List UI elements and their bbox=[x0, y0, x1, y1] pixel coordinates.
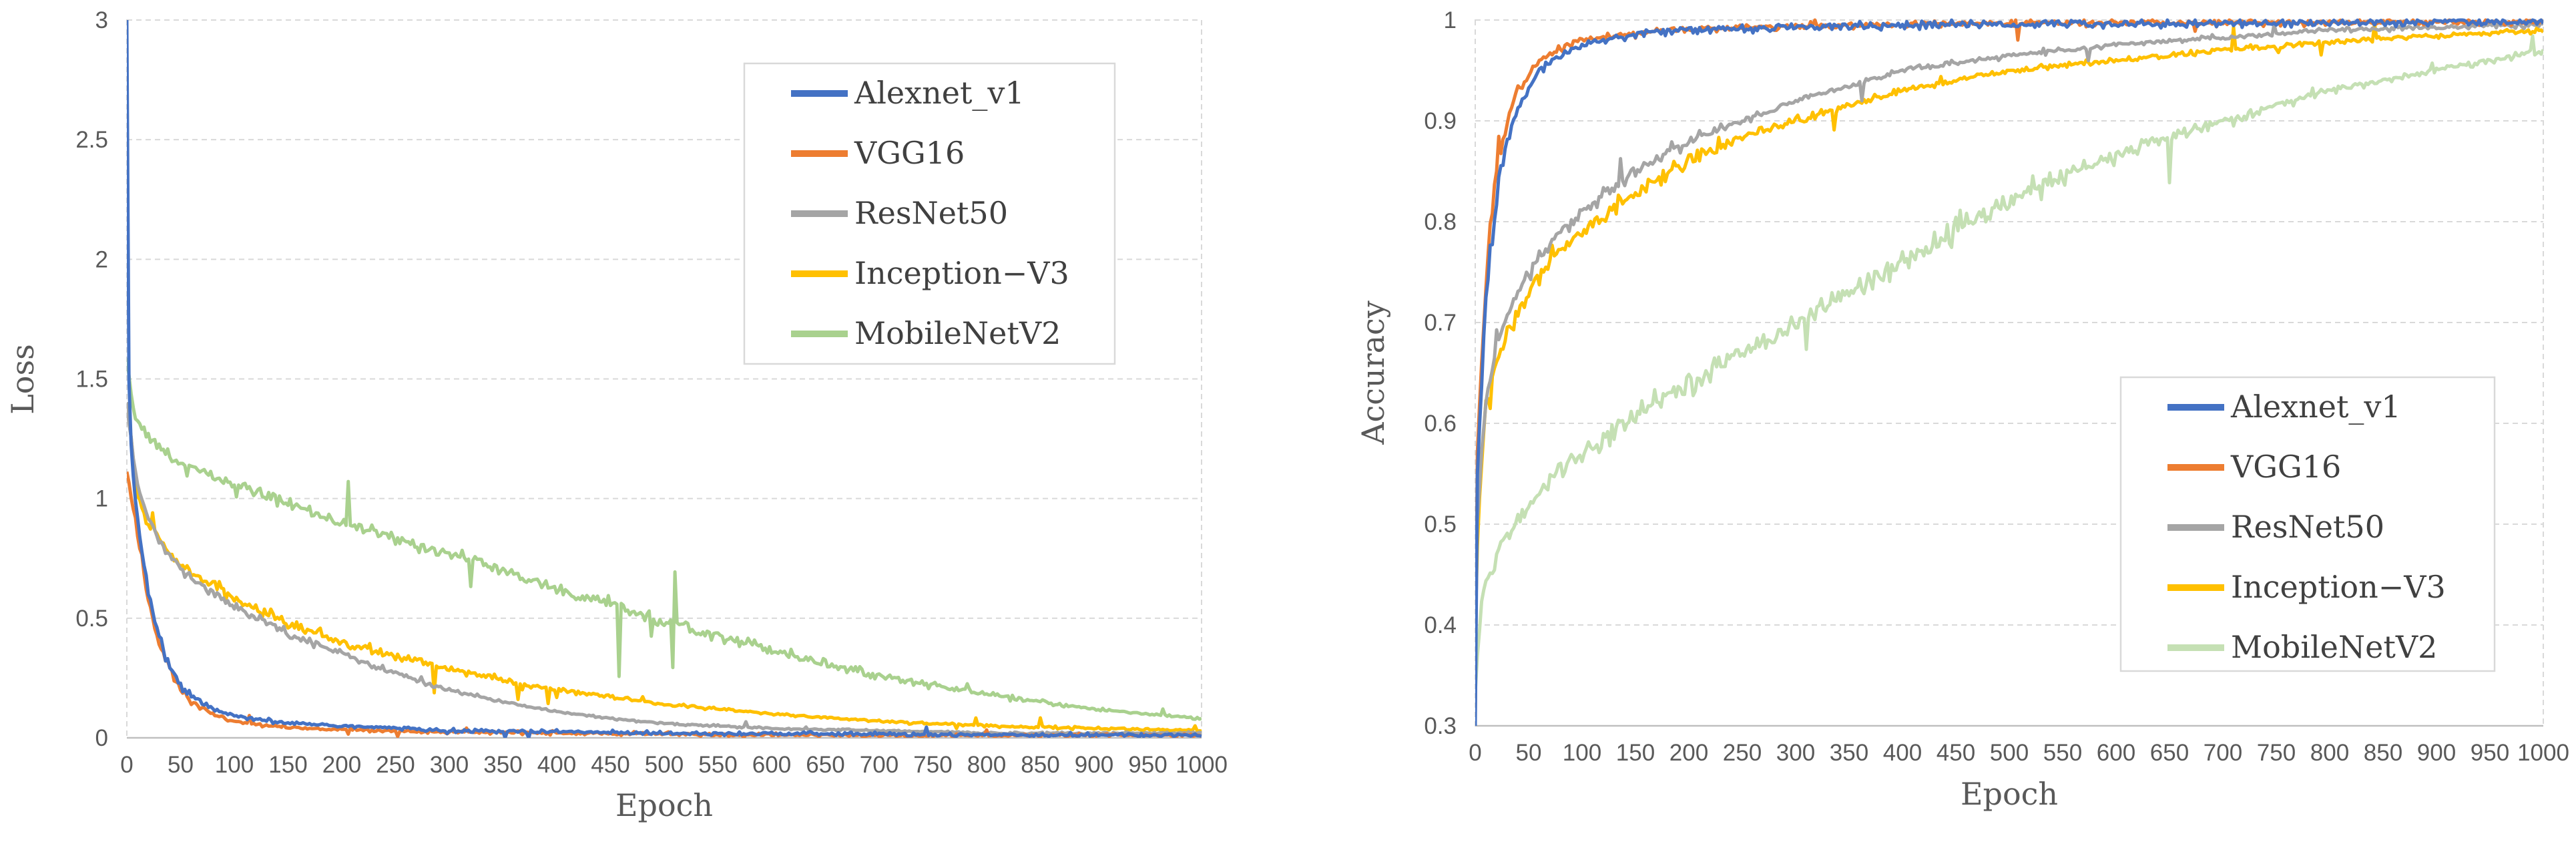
accuracy-y-tick-label: 0.7 bbox=[1424, 310, 1457, 336]
legend-label: MobileNetV2 bbox=[854, 315, 1061, 351]
loss-x-tick-label: 350 bbox=[483, 752, 522, 778]
loss-x-tick-label: 0 bbox=[120, 752, 133, 778]
loss-x-axis-title: Epoch bbox=[615, 787, 713, 823]
accuracy-x-tick-label: 0 bbox=[1469, 740, 1481, 766]
accuracy-y-axis-title: Accuracy bbox=[1355, 300, 1391, 445]
series-line-resnet50 bbox=[127, 401, 1202, 738]
legend-label: MobileNetV2 bbox=[2231, 629, 2437, 665]
accuracy-x-tick-label: 400 bbox=[1883, 740, 1922, 766]
loss-x-tick-label: 750 bbox=[913, 752, 952, 778]
legend-label: Alexnet_v1 bbox=[2230, 389, 2401, 425]
legend-label: VGG16 bbox=[2230, 449, 2341, 485]
accuracy-x-tick-label: 150 bbox=[1616, 740, 1655, 766]
accuracy-y-tick-label: 0.8 bbox=[1424, 209, 1457, 235]
accuracy-x-tick-label: 500 bbox=[1990, 740, 2029, 766]
loss-x-tick-label: 450 bbox=[591, 752, 629, 778]
loss-x-tick-label: 500 bbox=[645, 752, 684, 778]
loss-chart: 0 0.5 1 1.5 2 2.5 3 0 50 100 150 200 250 300 350 400 450… bbox=[5, 7, 1228, 823]
legend-label: ResNet50 bbox=[2231, 509, 2384, 545]
accuracy-x-tick-label: 450 bbox=[1937, 740, 1975, 766]
loss-y-tick-label: 3 bbox=[95, 7, 108, 33]
series-line-resnet50 bbox=[1475, 19, 2543, 628]
series-line-inception-v3 bbox=[127, 405, 1202, 733]
loss-y-tick-label: 2.5 bbox=[75, 127, 108, 153]
accuracy-y-tick-label: 0.5 bbox=[1424, 511, 1457, 538]
accuracy-x-tick-label: 950 bbox=[2471, 740, 2509, 766]
accuracy-x-tick-label: 250 bbox=[1723, 740, 1762, 766]
accuracy-chart: 0.3 0.4 0.5 0.6 0.7 0.8 0.9 1 0 50 100 150 200 250 300… bbox=[1355, 7, 2569, 812]
accuracy-x-tick-label: 900 bbox=[2417, 740, 2456, 766]
loss-y-tick-label: 2 bbox=[95, 246, 108, 272]
accuracy-x-tick-label: 1000 bbox=[2517, 740, 2569, 766]
accuracy-x-tick-label: 300 bbox=[1776, 740, 1815, 766]
loss-x-tick-label: 800 bbox=[967, 752, 1006, 778]
series-line-inception-v3 bbox=[1475, 22, 2543, 632]
legend-label: Inception−V3 bbox=[2231, 569, 2446, 605]
loss-x-tick-label: 550 bbox=[698, 752, 737, 778]
loss-x-tick-label: 700 bbox=[860, 752, 898, 778]
loss-x-tick-label: 850 bbox=[1021, 752, 1059, 778]
legend-label: Inception−V3 bbox=[854, 255, 1069, 291]
accuracy-x-tick-label: 100 bbox=[1563, 740, 1601, 766]
series-line-mobilenetv2 bbox=[127, 357, 1202, 721]
loss-y-tick-label: 0.5 bbox=[75, 606, 108, 632]
accuracy-x-tick-label: 800 bbox=[2310, 740, 2349, 766]
loss-x-tick-label: 300 bbox=[430, 752, 469, 778]
loss-x-tick-label: 100 bbox=[215, 752, 254, 778]
accuracy-y-tick-label: 1 bbox=[1444, 7, 1457, 33]
accuracy-x-axis-title: Epoch bbox=[1961, 776, 2058, 812]
accuracy-y-tick-label: 0.3 bbox=[1424, 713, 1457, 739]
loss-x-tick-label: 950 bbox=[1128, 752, 1167, 778]
accuracy-x-tick-label: 550 bbox=[2043, 740, 2082, 766]
accuracy-x-tick-label: 700 bbox=[2204, 740, 2242, 766]
accuracy-x-tick-label: 750 bbox=[2257, 740, 2296, 766]
series-line-mobilenetv2 bbox=[1475, 34, 2543, 694]
loss-x-tick-label: 650 bbox=[806, 752, 844, 778]
loss-x-tick-label: 400 bbox=[537, 752, 576, 778]
accuracy-x-tick-label: 350 bbox=[1830, 740, 1868, 766]
loss-x-tick-label: 200 bbox=[322, 752, 361, 778]
loss-x-tick-label: 1000 bbox=[1176, 752, 1228, 778]
accuracy-x-tick-label: 650 bbox=[2150, 740, 2189, 766]
loss-y-axis-title: Loss bbox=[5, 344, 41, 414]
loss-x-tick-label: 900 bbox=[1075, 752, 1113, 778]
accuracy-y-tick-label: 0.9 bbox=[1424, 108, 1457, 134]
loss-x-tick-label: 600 bbox=[752, 752, 791, 778]
loss-x-tick-label: 50 bbox=[168, 752, 194, 778]
legend-label: ResNet50 bbox=[854, 195, 1008, 231]
accuracy-legend: Alexnet_v1 VGG16 ResNet50 Inception−V3 Mobil… bbox=[2119, 376, 2496, 672]
legend-label: Alexnet_v1 bbox=[854, 75, 1025, 111]
loss-x-tick-label: 150 bbox=[268, 752, 307, 778]
accuracy-x-tick-label: 50 bbox=[1516, 740, 1542, 766]
loss-y-tick-label: 1 bbox=[95, 486, 108, 512]
loss-legend: Alexnet_v1 VGG16 ResNet50 Inception−V3 Mobil… bbox=[743, 62, 1116, 365]
accuracy-y-tick-label: 0.4 bbox=[1424, 612, 1457, 638]
accuracy-x-tick-label: 200 bbox=[1669, 740, 1708, 766]
loss-x-tick-label: 250 bbox=[376, 752, 415, 778]
accuracy-x-tick-label: 600 bbox=[2097, 740, 2135, 766]
series-line-alexnet-v1 bbox=[1475, 18, 2543, 726]
loss-y-tick-label: 1.5 bbox=[75, 367, 108, 393]
series-line-alexnet-v1 bbox=[127, 19, 1202, 738]
accuracy-y-tick-label: 0.6 bbox=[1424, 411, 1457, 437]
accuracy-x-tick-label: 850 bbox=[2364, 740, 2402, 766]
series-line-vgg16 bbox=[127, 471, 1202, 738]
legend-label: VGG16 bbox=[854, 135, 965, 171]
loss-y-tick-label: 0 bbox=[95, 725, 108, 751]
